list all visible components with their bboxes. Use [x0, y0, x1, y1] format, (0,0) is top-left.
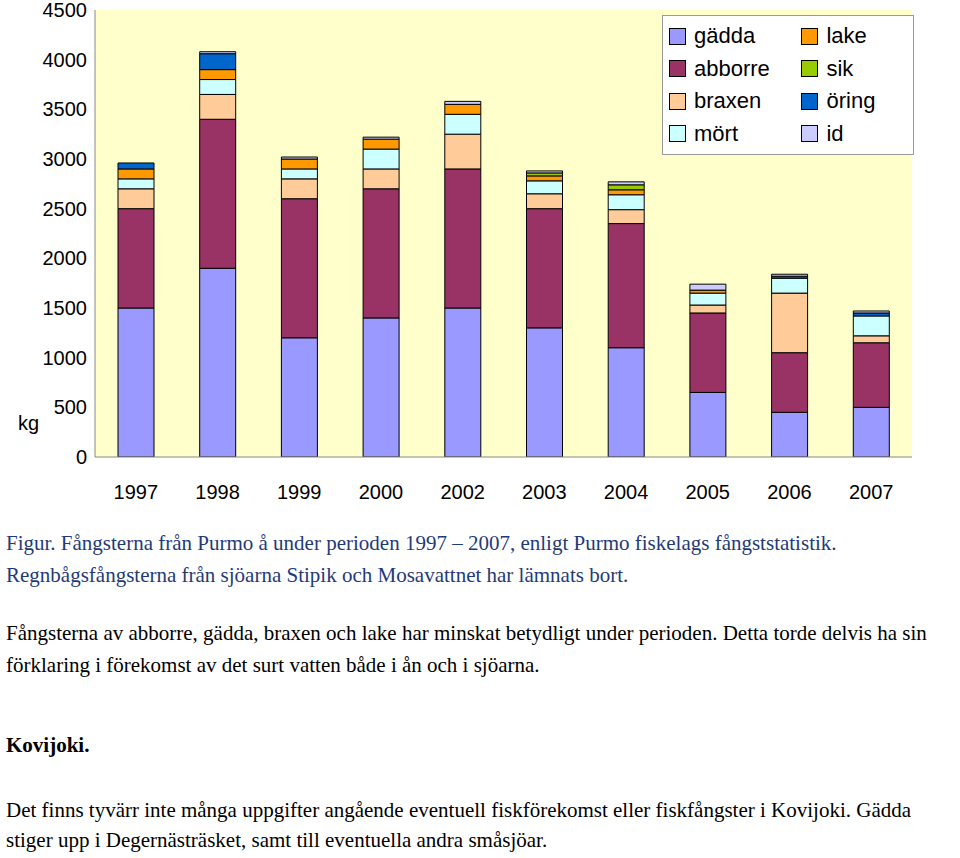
svg-text:1998: 1998	[195, 481, 240, 503]
html-text:abborre: abborre	[694, 55, 770, 81]
svg-text:2000: 2000	[43, 247, 88, 269]
html-text:öring: öring	[826, 88, 876, 114]
html-text:mört: mört	[694, 120, 738, 146]
html-text:id: id	[826, 120, 844, 146]
html-text:Kovijoki.: Kovijoki.	[6, 733, 90, 757]
svg-text:2005: 2005	[686, 481, 731, 503]
svg-text:2004: 2004	[604, 481, 649, 503]
html-text:gädda: gädda	[694, 23, 756, 49]
svg-text:0: 0	[76, 446, 87, 468]
svg-text:4500: 4500	[43, 0, 88, 21]
html-text:lake: lake	[826, 23, 867, 49]
html-text:Det finns tyvärr inte många up: Det finns tyvärr inte många uppgifter an…	[6, 798, 912, 852]
html-text:Fångsterna av abborre, gädda,: Fångsterna av abborre, gädda, braxen och…	[6, 621, 927, 677]
svg-text:3000: 3000	[43, 148, 88, 170]
svg-text:2002: 2002	[440, 481, 485, 503]
svg-text:1999: 1999	[277, 481, 322, 503]
svg-text:500: 500	[54, 396, 87, 418]
svg-text:1000: 1000	[43, 347, 88, 369]
svg-text:1500: 1500	[43, 297, 88, 319]
html-text:kg: kg	[18, 412, 40, 434]
html-text:braxen: braxen	[694, 88, 762, 114]
svg-text:2500: 2500	[43, 198, 88, 220]
svg-text:3500: 3500	[43, 98, 88, 120]
svg-text:2006: 2006	[767, 481, 812, 503]
svg-text:4000: 4000	[43, 49, 88, 71]
html-text:Figur. Fångsterna från Purmo å: Figur. Fångsterna från Purmo å under per…	[6, 531, 837, 587]
svg-text:2007: 2007	[849, 481, 894, 503]
svg-text:2003: 2003	[522, 481, 567, 503]
svg-text:2000: 2000	[359, 481, 404, 503]
svg-text:1997: 1997	[114, 481, 159, 503]
html-text:sik: sik	[826, 55, 854, 81]
